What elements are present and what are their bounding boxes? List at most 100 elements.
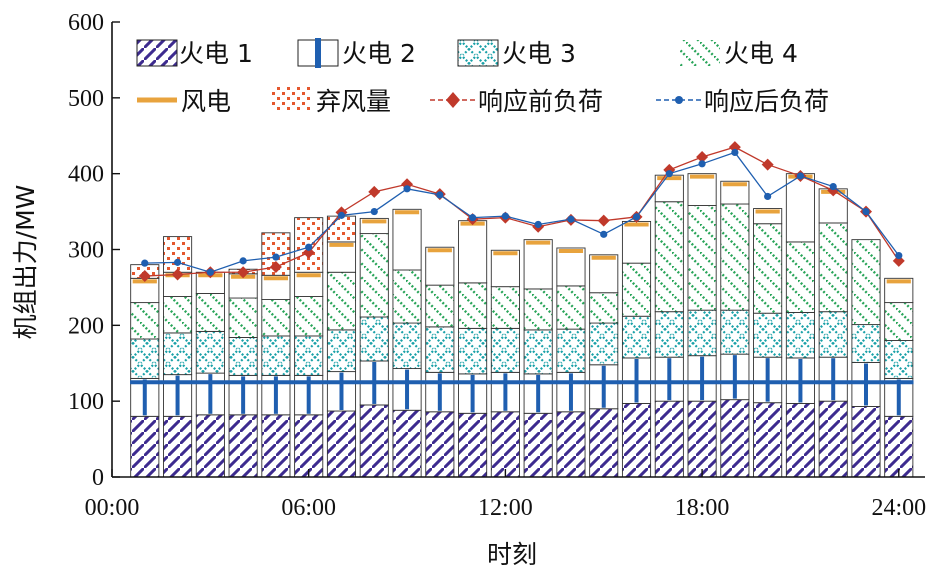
marker-load-after xyxy=(796,172,805,180)
bar-stack xyxy=(851,239,881,478)
bar-segment-1 xyxy=(490,411,520,478)
bar-segment-4 xyxy=(720,203,750,311)
legend-item-thermal-2: 火电 2 xyxy=(297,38,416,68)
bar-segment-1 xyxy=(589,408,619,478)
legend-item-curtailment: 弃风量 xyxy=(272,86,391,116)
bar-segment-1 xyxy=(163,415,193,478)
bar-segment-1 xyxy=(654,400,684,478)
marker-load-after xyxy=(829,182,837,191)
legend-label-load-after: 响应后负荷 xyxy=(704,87,829,116)
marker-load-after xyxy=(272,253,280,261)
stacked-bars xyxy=(130,173,914,478)
marker-load-after xyxy=(862,207,870,216)
bar-segment-4 xyxy=(851,239,881,326)
bar-segment-3 xyxy=(490,327,520,373)
bar-segment-3 xyxy=(720,309,750,355)
bar-segment-3 xyxy=(589,322,619,366)
bar-segment-4 xyxy=(195,293,225,332)
bar-segment-wind xyxy=(392,208,422,271)
bar-segment-4 xyxy=(687,205,717,311)
bar-segment-3 xyxy=(654,311,684,358)
bar-segment-wind xyxy=(589,254,619,294)
bar-segment-4 xyxy=(490,286,520,329)
bar-segment-1 xyxy=(359,404,389,478)
bar-segment-3 xyxy=(687,309,717,357)
bar-segment-4 xyxy=(425,284,455,328)
bar-segment-4 xyxy=(884,302,914,341)
bar-stack xyxy=(195,271,225,478)
marker-load-after xyxy=(370,207,378,216)
marker-load-after xyxy=(436,191,444,199)
bar-segment-1 xyxy=(884,415,914,478)
legend-label-wind: 风电 xyxy=(181,87,231,116)
bar-stack xyxy=(523,239,553,478)
bar-segment-4 xyxy=(261,299,291,337)
bar-segment-wind xyxy=(326,241,357,273)
bar-segment-wind xyxy=(425,246,455,286)
legend-item-thermal-3: 火电 3 xyxy=(457,39,576,68)
legend-label-curtailment: 弃风量 xyxy=(316,87,391,116)
axes: 0 100 200 300 400 500 600 00:00 06:00 12:00 18:00… xyxy=(68,10,926,521)
bar-segment-wind xyxy=(687,173,717,206)
load-lines xyxy=(130,141,914,385)
y-tick-label: 100 xyxy=(68,389,104,415)
marker-load-before xyxy=(892,254,905,267)
bar-segment-1 xyxy=(556,411,586,478)
y-tick-label: 400 xyxy=(68,162,104,188)
bar-stack xyxy=(359,217,389,478)
marker-load-after xyxy=(698,160,706,168)
bar-stack xyxy=(687,173,717,478)
marker-load-after xyxy=(895,251,903,260)
bar-segment-4 xyxy=(785,241,815,313)
bar-stack xyxy=(425,246,455,478)
bar-segment-1 xyxy=(195,414,225,478)
y-tick-label: 200 xyxy=(68,313,104,339)
bar-segment-3 xyxy=(228,337,258,376)
bar-stack xyxy=(326,215,357,478)
y-tick-label: 500 xyxy=(68,86,104,112)
bar-segment-3 xyxy=(392,322,422,370)
bar-segment-3 xyxy=(294,335,324,376)
marker-load-before xyxy=(761,158,774,171)
bar-segment-wind xyxy=(720,180,750,205)
bar-segment-wind xyxy=(458,220,488,284)
bar-stack xyxy=(589,254,619,478)
bar-segment-4 xyxy=(523,288,553,331)
bar-segment-curtailment xyxy=(294,217,324,273)
y-axis-title: 机组出力/MW xyxy=(11,185,40,340)
bar-segment-3 xyxy=(359,316,389,362)
bar-segment-1 xyxy=(392,409,422,478)
x-axis-title: 时刻 xyxy=(487,540,537,569)
x-tick-label: 00:00 xyxy=(85,495,140,521)
bar-stack xyxy=(261,232,291,478)
legend-label-thermal-3: 火电 3 xyxy=(502,39,576,68)
bar-segment-3 xyxy=(326,329,357,373)
bar-segment-1 xyxy=(720,399,750,478)
bar-segment-wind xyxy=(785,173,815,243)
marker-load-after xyxy=(665,170,673,178)
bar-stack xyxy=(294,217,324,478)
marker-load-before xyxy=(302,246,315,259)
marker-load-before xyxy=(728,141,741,154)
y-tick-label: 0 xyxy=(92,465,104,491)
x-tick-label: 24:00 xyxy=(871,495,926,521)
legend-swatch-thermal-4 xyxy=(680,40,720,66)
marker-load-after xyxy=(600,230,608,238)
marker-load-after xyxy=(305,243,313,251)
bar-segment-3 xyxy=(195,330,225,374)
bar-stack xyxy=(392,208,422,478)
bar-segment-3 xyxy=(753,312,783,358)
bar-stack xyxy=(654,174,684,478)
marker-load-after xyxy=(173,258,182,266)
bar-segment-3 xyxy=(785,311,815,359)
bar-segment-4 xyxy=(654,201,684,313)
x-tick-label: 12:00 xyxy=(478,495,533,521)
bar-segment-1 xyxy=(753,402,783,478)
bar-segment-wind xyxy=(523,239,553,290)
bar-segment-3 xyxy=(458,327,488,375)
legend-swatch-load-after-marker xyxy=(675,96,683,104)
bar-stack xyxy=(163,236,193,478)
bar-segment-4 xyxy=(392,269,422,324)
legend-item-wind: 风电 xyxy=(137,87,231,116)
marker-load-after xyxy=(239,257,247,265)
